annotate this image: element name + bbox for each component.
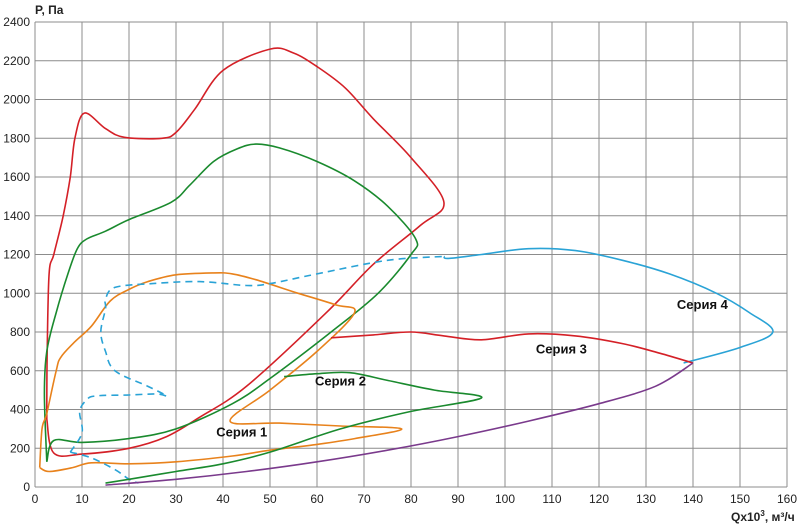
y-tick-label: 400 bbox=[10, 403, 30, 417]
y-axis: 0 200 400 600 800 1000 1200 1400 1600 1800 2000 220… bbox=[3, 15, 30, 494]
x-tick-label: 0 bbox=[32, 492, 39, 506]
x-axis-title-sup: 3 bbox=[760, 509, 765, 518]
x-tick-label: 100 bbox=[495, 492, 515, 506]
y-tick-label: 1200 bbox=[3, 248, 30, 262]
y-tick-label: 1800 bbox=[3, 131, 30, 145]
x-tick-label: 160 bbox=[777, 492, 797, 506]
series-annotation: Серия 3 bbox=[536, 341, 587, 356]
x-axis-title-main: Qx10 bbox=[731, 510, 761, 524]
x-tick-label: 70 bbox=[357, 492, 371, 506]
series-line-3 bbox=[38, 272, 403, 473]
y-tick-label: 200 bbox=[10, 441, 30, 455]
y-tick-label: 0 bbox=[23, 480, 30, 494]
series-annotation: Серия 4 bbox=[677, 297, 729, 312]
series-line-5 bbox=[443, 247, 774, 364]
x-axis: 0 10 20 30 40 50 60 70 80 90 100 110 120 130 140 150 160 bbox=[32, 492, 798, 506]
series-annotation: Серия 1 bbox=[216, 425, 267, 440]
x-tick-label: 120 bbox=[589, 492, 609, 506]
x-tick-label: 110 bbox=[542, 492, 561, 506]
y-tick-label: 2400 bbox=[3, 15, 30, 29]
series-line-7 bbox=[331, 331, 694, 364]
series-annotation: Серия 2 bbox=[315, 373, 366, 388]
x-axis-title: Qx103, м³/ч bbox=[731, 509, 795, 524]
x-tick-label: 20 bbox=[122, 492, 136, 506]
series-line-2 bbox=[43, 143, 419, 463]
x-tick-label: 50 bbox=[263, 492, 277, 506]
x-tick-label: 130 bbox=[636, 492, 656, 506]
y-tick-label: 1600 bbox=[3, 170, 30, 184]
x-tick-label: 60 bbox=[310, 492, 324, 506]
x-tick-label: 30 bbox=[169, 492, 183, 506]
y-tick-label: 800 bbox=[10, 325, 30, 339]
x-tick-label: 10 bbox=[75, 492, 89, 506]
y-tick-label: 600 bbox=[10, 364, 30, 378]
x-tick-label: 80 bbox=[404, 492, 418, 506]
y-tick-label: 1000 bbox=[3, 286, 30, 300]
series-lines bbox=[38, 47, 774, 486]
x-axis-title-unit: , м³/ч bbox=[765, 510, 795, 524]
x-tick-label: 150 bbox=[730, 492, 750, 506]
series-line-1 bbox=[46, 47, 445, 457]
y-tick-label: 2200 bbox=[3, 54, 30, 68]
y-axis-title: P, Па bbox=[35, 3, 64, 17]
x-tick-label: 40 bbox=[216, 492, 230, 506]
series-line-9 bbox=[105, 362, 694, 486]
y-tick-label: 2000 bbox=[3, 93, 30, 107]
series-labels: Серия 4 Серия 3 Серия 2 Серия 1 bbox=[216, 297, 728, 440]
x-tick-label: 90 bbox=[451, 492, 465, 506]
x-tick-label: 140 bbox=[683, 492, 703, 506]
series-line-6 bbox=[70, 451, 139, 484]
y-tick-label: 1400 bbox=[3, 209, 30, 223]
series-line-4 bbox=[69, 255, 444, 453]
series-line-8 bbox=[105, 371, 483, 484]
